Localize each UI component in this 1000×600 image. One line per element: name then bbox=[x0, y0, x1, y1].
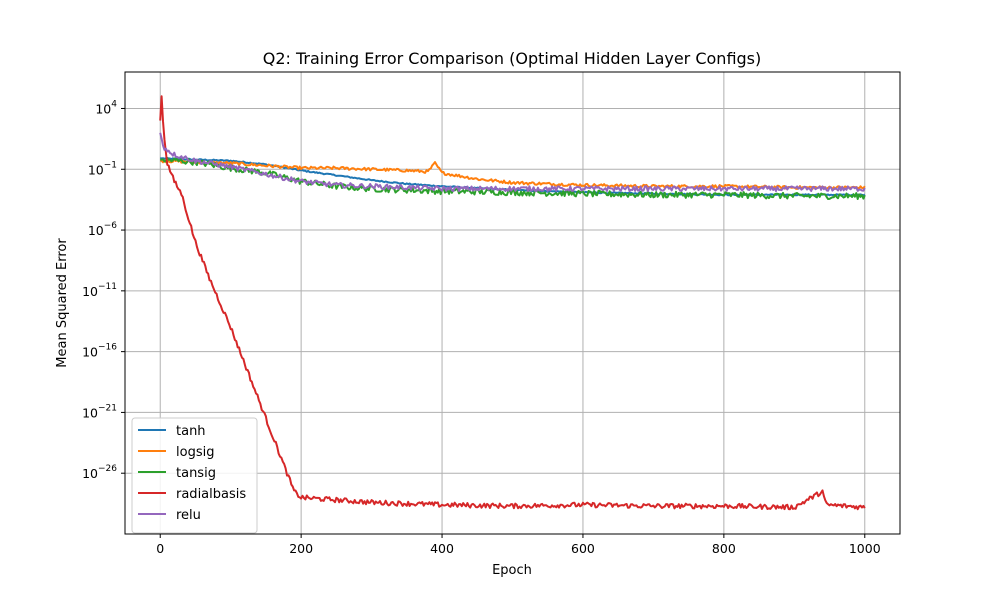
legend-label-relu: relu bbox=[176, 508, 201, 523]
y-tick-label: 10−26 bbox=[82, 464, 117, 481]
x-tick-label: 800 bbox=[712, 541, 736, 556]
y-axis-title: Mean Squared Error bbox=[55, 238, 70, 368]
chart-title: Q2: Training Error Comparison (Optimal H… bbox=[263, 49, 762, 68]
legend-label-radialbasis: radialbasis bbox=[176, 487, 246, 502]
y-tick-label: 104 bbox=[95, 99, 117, 116]
x-axis-title: Epoch bbox=[492, 563, 532, 578]
legend-box bbox=[131, 417, 258, 534]
y-tick-label: 10−11 bbox=[82, 282, 117, 299]
x-tick-label: 1000 bbox=[849, 541, 881, 556]
x-tick-label: 400 bbox=[430, 541, 454, 556]
legend: tanh logsig tansig radialbasis relu bbox=[131, 417, 258, 534]
series-line-logsig bbox=[160, 158, 866, 190]
x-tick-label: 200 bbox=[289, 541, 313, 556]
y-tick-label: 10−16 bbox=[82, 343, 117, 360]
plot-frame bbox=[124, 71, 901, 535]
x-axis: 0 200 400 600 800 1000 bbox=[156, 534, 881, 556]
y-tick-label: 10−21 bbox=[82, 403, 117, 420]
x-tick-label: 0 bbox=[156, 541, 164, 556]
y-tick-label: 10−6 bbox=[88, 221, 117, 238]
series-line-radialbasis bbox=[159, 95, 866, 511]
series-group bbox=[159, 95, 866, 511]
legend-label-tansig: tansig bbox=[176, 466, 216, 481]
legend-label-tanh: tanh bbox=[176, 424, 206, 439]
series-line-relu bbox=[159, 132, 866, 193]
x-tick-label: 600 bbox=[571, 541, 595, 556]
legend-label-logsig: logsig bbox=[176, 445, 214, 460]
y-axis: 104 10−1 10−6 10−11 10−16 10−21 10−26 bbox=[82, 99, 125, 481]
y-tick-label: 10−1 bbox=[88, 160, 117, 177]
